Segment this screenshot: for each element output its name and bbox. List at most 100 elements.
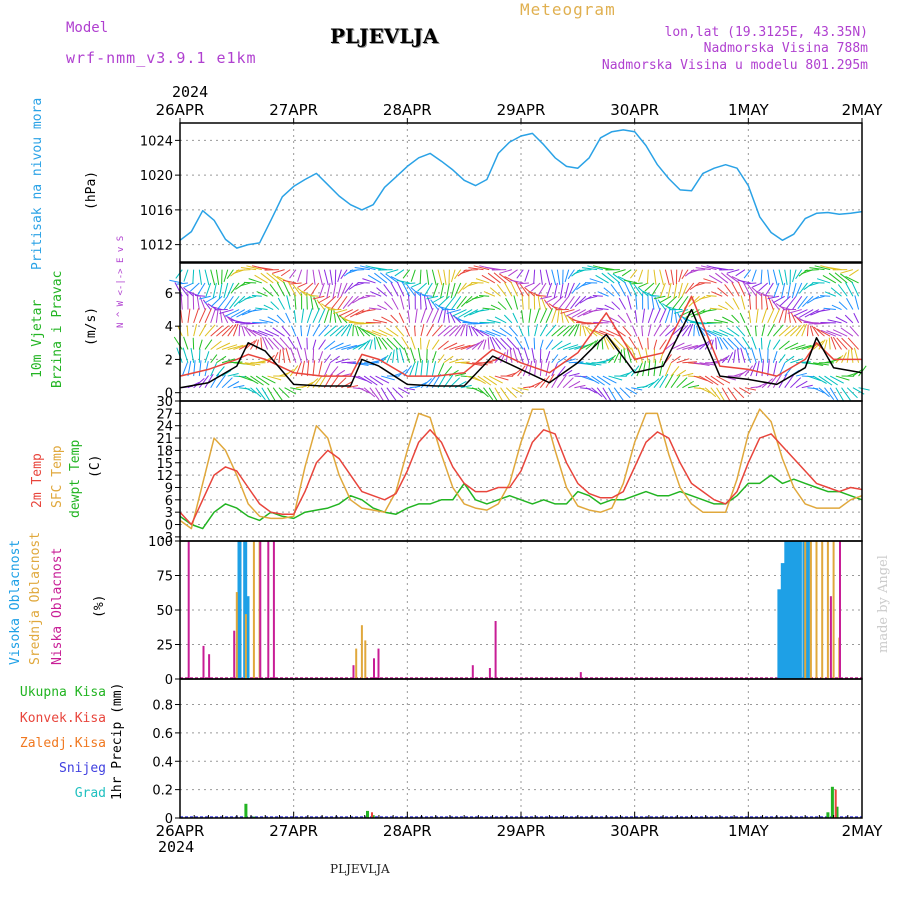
wind-barb (267, 387, 277, 402)
wind-barb (778, 354, 786, 364)
wind-barb (608, 387, 618, 402)
wind-barb (386, 387, 397, 401)
wind-compass-label: N ^ W <-|-> E v S (116, 235, 126, 328)
wind-barb (245, 326, 257, 337)
precip-y-tick-label: 0 (165, 812, 173, 827)
wind-barb (250, 375, 264, 386)
wind-barb (243, 281, 257, 284)
cloud-high-bar (245, 596, 250, 679)
wind-barb (424, 282, 433, 295)
wind-barb (479, 295, 490, 297)
wind-barb (748, 310, 752, 323)
wind-barb (264, 336, 274, 350)
wind-barb (210, 306, 223, 311)
wind-barb (337, 269, 342, 283)
cloud-mid-bar (809, 541, 812, 679)
wind-barb (816, 278, 831, 284)
wind-barb (664, 269, 670, 286)
wind-barb (290, 282, 302, 285)
wind-barb (556, 269, 561, 285)
wind-barb (449, 344, 465, 350)
wind-barb (460, 344, 476, 350)
temp-side-label-3: dewpt Temp (68, 439, 83, 518)
wind-barb (471, 387, 484, 394)
pressure-y-tick-label: 1016 (140, 204, 173, 219)
wind-barb (358, 295, 370, 300)
wind-barb (446, 282, 450, 299)
wind-barb (829, 375, 844, 384)
cloud-mid-bar (826, 541, 829, 679)
wind-barb (481, 274, 496, 284)
wind-barb (657, 299, 666, 310)
wind-barb (294, 294, 297, 310)
wind-barb (479, 329, 496, 337)
wind-barb (750, 362, 757, 377)
cloud-low-bar (579, 672, 582, 679)
watermark: made by Angel (876, 555, 891, 653)
wind-barb (352, 324, 354, 337)
x-tick-label-top: 1MAY (728, 101, 770, 119)
wind-barb (585, 295, 598, 300)
wind-barb (659, 373, 669, 388)
wind-barb (375, 336, 382, 350)
wind-barb (324, 340, 336, 350)
wind-barb (693, 362, 710, 366)
wind-barb (840, 327, 854, 337)
wind-barb (446, 309, 461, 314)
wind-barb (324, 305, 336, 311)
cloud-mid-bar (360, 625, 363, 679)
wind-barb (545, 269, 551, 286)
wind-barb (471, 340, 483, 350)
wind-barb (568, 282, 575, 297)
wind-barb (250, 339, 258, 350)
wind-barb (374, 272, 388, 284)
wind-barb (659, 360, 664, 377)
wind-barb (241, 325, 246, 337)
wind-barb (647, 378, 660, 389)
wind-barb (262, 287, 274, 297)
wind-barb (352, 342, 367, 350)
wind-barb (290, 387, 302, 391)
wind-barb (483, 387, 494, 401)
wind-barb (665, 340, 677, 350)
wind-barb (691, 269, 706, 272)
wind-barb (597, 291, 609, 297)
wind-barb (530, 282, 541, 292)
wind-barb (238, 324, 241, 337)
clouds-y-tick-label: 25 (156, 639, 173, 654)
wind-barb (224, 309, 240, 317)
wind-barb (483, 291, 496, 297)
wind-barb (296, 347, 303, 363)
wind-barb (591, 375, 605, 386)
wind-barb (586, 326, 598, 337)
wind-y-tick-label: 2 (165, 353, 173, 368)
cloud-mid-bar (821, 541, 824, 679)
wind-barb (646, 269, 649, 284)
wind-barb (198, 339, 203, 350)
wind-barb (426, 348, 428, 363)
wind-barb (303, 282, 314, 292)
grid-layer (180, 123, 862, 819)
wind-barb (369, 339, 373, 350)
wind-barb (524, 282, 535, 288)
wind-barb (342, 295, 354, 310)
wind-barb (504, 282, 513, 297)
wind-barb (818, 339, 826, 350)
wind-barb (664, 354, 672, 364)
wind-barb (312, 269, 316, 285)
wind-barb (602, 387, 612, 402)
wind-barb (392, 387, 404, 399)
wind-barb (272, 327, 285, 337)
wind-barb (499, 269, 513, 274)
wind-barb (489, 287, 501, 297)
x-tick-label-top: 26APR (156, 101, 205, 119)
wind-barb (765, 282, 774, 295)
wind-barb (793, 309, 808, 317)
wind-barb (687, 384, 700, 389)
wind-barb (826, 266, 842, 271)
x-tick-label-bottom: 28APR (383, 822, 432, 840)
wind-barb (834, 272, 848, 284)
wind-barb (696, 325, 700, 337)
wind-barb (329, 325, 343, 337)
wind-barb (568, 324, 578, 337)
